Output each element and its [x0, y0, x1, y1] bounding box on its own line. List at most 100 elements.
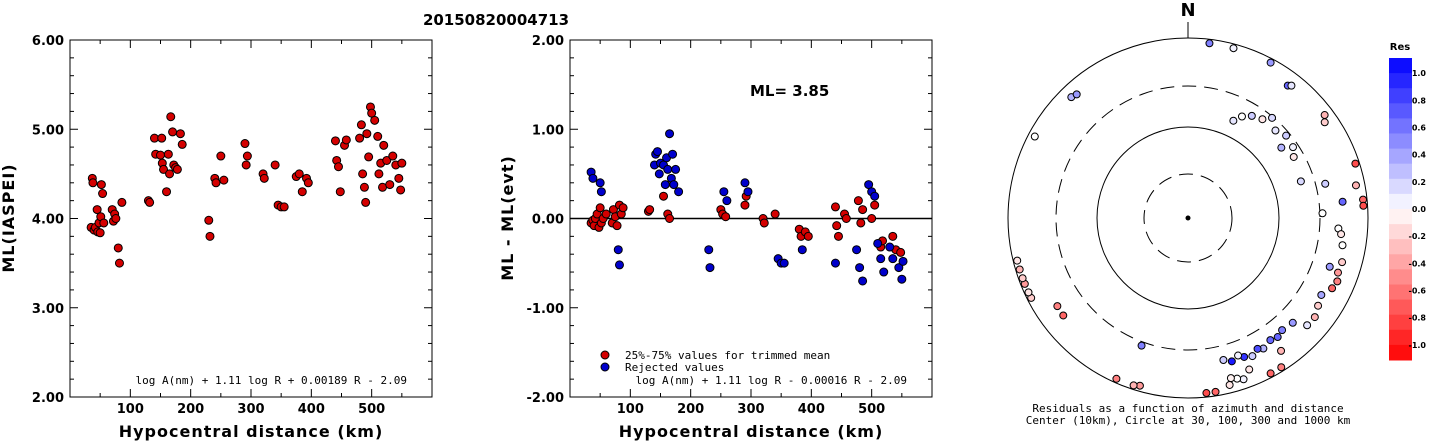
station-point	[1338, 258, 1347, 267]
station-point	[1030, 132, 1039, 141]
y-tick-label: -2.00	[527, 391, 564, 406]
data-point	[358, 169, 368, 179]
data-point	[588, 173, 598, 183]
colorbar-cell	[1389, 178, 1412, 195]
data-point	[114, 258, 124, 268]
data-point	[259, 173, 269, 183]
station-point	[1287, 81, 1296, 90]
data-point	[841, 214, 851, 223]
station-point	[1015, 265, 1024, 274]
x-ticks: 100 200 300 400 500	[599, 40, 903, 417]
residual-colorbar: Res 1.0 0.8 0.6 0.4 0.2 0.0 -0.2 -0.4 -0.6 -0.8 -1…	[1389, 42, 1426, 361]
station-point	[1351, 159, 1360, 168]
station-point	[1266, 336, 1275, 345]
colorbar-cell	[1389, 344, 1412, 361]
legend-marker-rejected	[600, 362, 610, 372]
data-point	[297, 187, 307, 197]
station-point	[1320, 118, 1329, 127]
data-point	[779, 258, 789, 268]
data-point	[671, 164, 681, 174]
station-point	[1338, 197, 1347, 206]
data-point	[162, 187, 172, 197]
station-point	[1013, 256, 1022, 265]
data-point	[355, 133, 365, 143]
station-point	[1351, 181, 1360, 190]
station-point	[1229, 116, 1238, 125]
data-point	[362, 129, 372, 139]
station-point	[1318, 209, 1327, 218]
y-tick-label: 4.00	[32, 213, 64, 228]
station-point	[1277, 363, 1286, 372]
data-point	[382, 155, 392, 165]
data-point	[113, 243, 123, 253]
station-point	[1202, 389, 1211, 398]
data-point	[397, 158, 407, 168]
colorbar-cell	[1389, 88, 1412, 104]
data-points	[86, 102, 407, 268]
station-point	[1282, 131, 1291, 140]
data-point	[270, 160, 280, 170]
colorbar-cell	[1389, 133, 1412, 150]
station-point	[1268, 113, 1277, 122]
data-point	[614, 260, 624, 270]
data-point	[241, 160, 251, 170]
ring-100km	[1096, 126, 1280, 310]
data-point	[870, 200, 880, 210]
data-point	[663, 164, 673, 174]
station-point	[1266, 369, 1275, 378]
data-point	[156, 150, 165, 160]
data-point	[858, 205, 868, 215]
plot-frame	[69, 39, 433, 398]
data-point	[888, 254, 898, 264]
colorbar-cell	[1389, 163, 1412, 180]
data-point	[743, 187, 753, 197]
station-point	[1317, 290, 1326, 299]
x-tick-label: 300	[237, 402, 264, 417]
data-point	[595, 178, 605, 188]
colorbar-tick-label: -0.8	[1409, 314, 1427, 323]
station-point	[1227, 357, 1236, 366]
station-point	[1310, 313, 1319, 322]
data-point	[897, 274, 907, 284]
y-tick-label: -1.00	[527, 302, 564, 317]
data-point	[111, 214, 121, 223]
data-point	[388, 151, 398, 161]
y-axis-label: ML - ML(evt)	[498, 155, 517, 281]
colorbar-cell	[1389, 193, 1412, 210]
station-point	[1314, 301, 1323, 310]
data-point	[659, 191, 669, 201]
station-point	[1112, 374, 1121, 383]
station-point	[1226, 374, 1235, 383]
station-point	[1234, 351, 1243, 360]
data-point	[870, 191, 880, 201]
station-point	[1219, 356, 1228, 365]
formula-label: log A(nm) + 1.11 log R - 0.00016 R - 2.0…	[635, 374, 907, 387]
x-tick-label: 400	[298, 402, 325, 417]
data-point	[385, 180, 395, 190]
data-point	[830, 258, 840, 268]
caption-line-1: Residuals as a function of azimuth and d…	[1032, 402, 1343, 415]
station-point	[1239, 375, 1248, 384]
data-point	[163, 149, 173, 159]
y-ticks: -2.00 -1.00 0.00 1.00 2.00	[527, 34, 932, 406]
data-point	[612, 221, 622, 231]
data-point	[705, 263, 715, 273]
data-point	[341, 135, 351, 145]
data-point	[885, 242, 895, 252]
data-point	[88, 178, 98, 188]
data-point	[853, 196, 863, 206]
colorbar-cell	[1389, 224, 1412, 240]
colorbar-tick-label: 0.0	[1412, 205, 1427, 214]
x-axis-label: Hypocentral distance (km)	[119, 422, 384, 441]
colorbar-tick-label: -0.4	[1409, 259, 1427, 268]
colorbar-cell	[1389, 299, 1412, 316]
data-point	[394, 173, 404, 183]
station-point	[1247, 111, 1256, 120]
y-tick-label: 5.00	[32, 123, 64, 138]
data-point	[279, 202, 289, 212]
station-point	[1024, 288, 1033, 297]
station-point	[1328, 284, 1337, 293]
x-axis-label: Hypocentral distance (km)	[619, 422, 884, 441]
colorbar-cell	[1389, 118, 1412, 134]
data-point	[601, 209, 611, 219]
